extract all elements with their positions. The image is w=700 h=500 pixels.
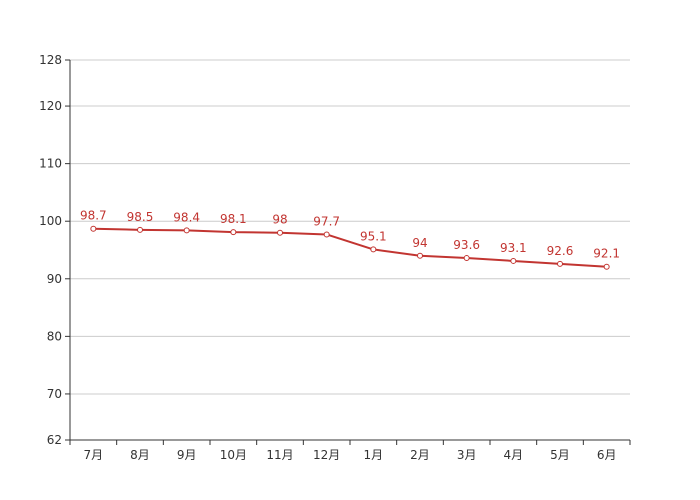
x-tick-label: 7月 xyxy=(84,448,104,462)
data-point xyxy=(183,227,190,234)
data-label: 98.1 xyxy=(220,212,247,226)
data-label: 97.7 xyxy=(313,214,340,228)
x-tick-label: 1月 xyxy=(364,448,384,462)
y-tick-label: 128 xyxy=(39,53,62,67)
data-point xyxy=(510,257,517,264)
y-tick-label: 80 xyxy=(47,329,62,343)
data-label: 94 xyxy=(412,236,427,250)
x-tick-label: 9月 xyxy=(177,448,197,462)
data-label: 92.6 xyxy=(547,244,574,258)
data-point xyxy=(90,225,97,232)
data-point xyxy=(557,260,563,267)
data-point xyxy=(230,229,237,236)
data-label: 98.7 xyxy=(80,209,107,223)
y-tick-label: 120 xyxy=(39,99,62,113)
data-label: 92.1 xyxy=(593,247,620,261)
data-label: 95.1 xyxy=(360,229,387,243)
grid-layer xyxy=(70,59,630,395)
data-label: 98.5 xyxy=(127,210,154,224)
data-point xyxy=(323,231,330,238)
x-tick-label: 12月 xyxy=(313,448,340,462)
x-tick-label: 10月 xyxy=(220,448,247,462)
series-layer xyxy=(90,225,610,270)
y-tick-label: 70 xyxy=(47,387,62,401)
data-label: 98.4 xyxy=(173,210,200,224)
x-tick-label: 5月 xyxy=(550,448,570,462)
x-tick-label: 3月 xyxy=(457,448,477,462)
y-tick-label: 110 xyxy=(39,157,62,171)
label-layer: 98.7 98.5 98.4 98.1 98 97.7 95.1 94 93.6 93.1 92.6… xyxy=(80,209,620,261)
y-tick-label: 62 xyxy=(47,433,62,447)
data-point xyxy=(603,263,610,270)
series-line xyxy=(93,227,607,268)
data-label: 93.1 xyxy=(500,241,527,255)
data-point xyxy=(277,229,283,236)
data-point xyxy=(463,255,470,262)
data-point xyxy=(417,252,423,259)
y-tick-label: 100 xyxy=(39,214,62,228)
data-point xyxy=(370,246,377,253)
data-label: 93.6 xyxy=(453,238,480,252)
x-tick-label: 8月 xyxy=(130,448,150,462)
x-tick-label: 11月 xyxy=(266,448,293,462)
x-tick-label: 6月 xyxy=(597,448,617,462)
data-label: 98 xyxy=(272,213,287,227)
data-point xyxy=(137,226,143,233)
y-tick-label: 90 xyxy=(47,272,62,286)
x-tick-label: 4月 xyxy=(504,448,524,462)
axis-layer: 62 70 80 90 100 110 120 128 7月 8月 9月 10月 11月 12月 1月 2月 3… xyxy=(39,53,631,462)
x-tick-label: 2月 xyxy=(410,448,430,462)
